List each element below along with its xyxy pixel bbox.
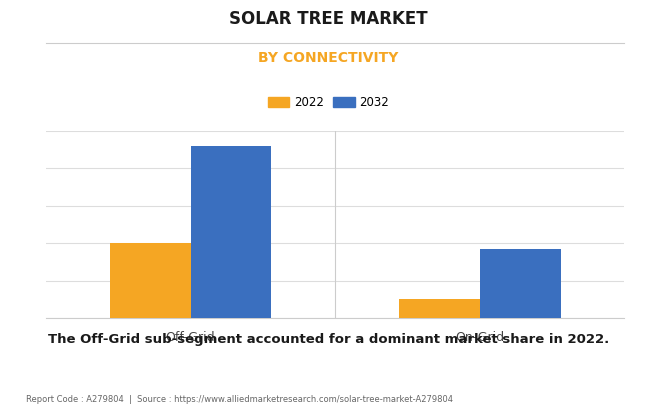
Legend: 2022, 2032: 2022, 2032 xyxy=(263,91,394,114)
Bar xyxy=(110,243,191,318)
Bar xyxy=(191,146,271,318)
Text: Report Code : A279804  |  Source : https://www.alliedmarketresearch.com/solar-tr: Report Code : A279804 | Source : https:/… xyxy=(26,395,453,404)
Bar xyxy=(480,249,560,318)
Bar xyxy=(399,299,480,318)
Text: SOLAR TREE MARKET: SOLAR TREE MARKET xyxy=(229,10,428,28)
Text: The Off-Grid sub-segment accounted for a dominant market share in 2022.: The Off-Grid sub-segment accounted for a… xyxy=(48,333,609,346)
Text: BY CONNECTIVITY: BY CONNECTIVITY xyxy=(258,51,399,65)
